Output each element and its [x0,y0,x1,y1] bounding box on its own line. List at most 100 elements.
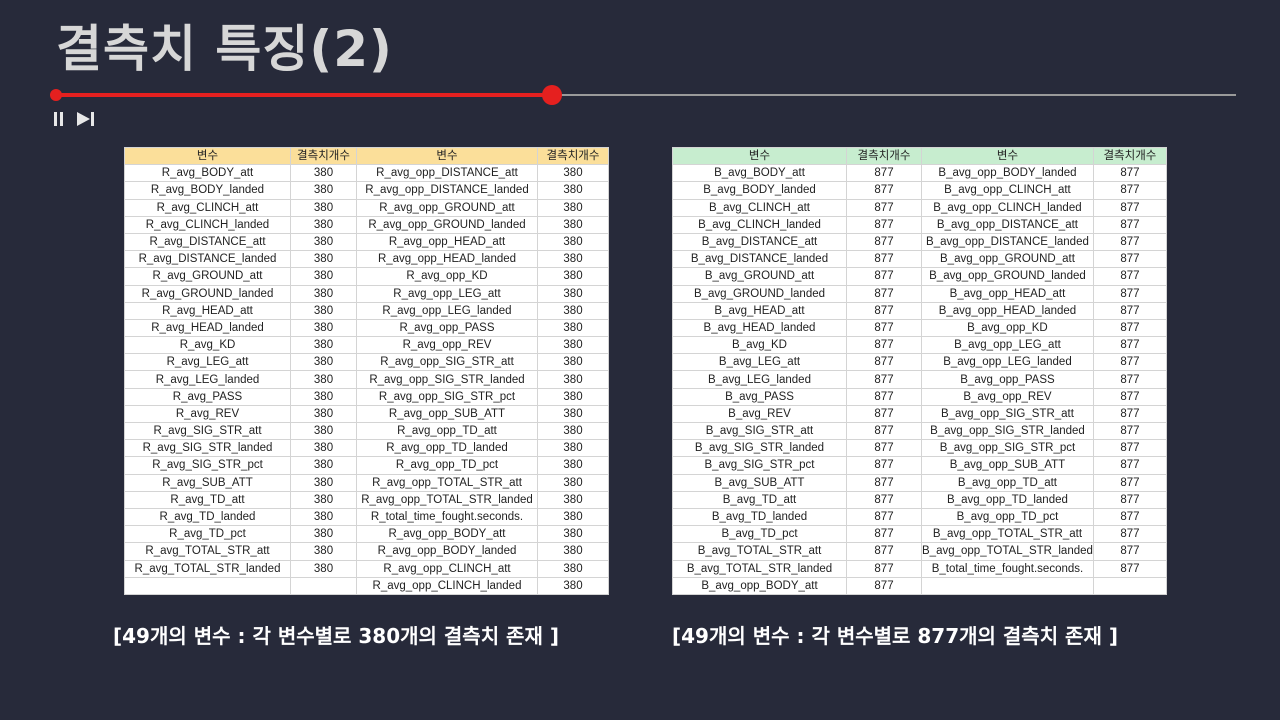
variable-name-cell: R_avg_CLINCH_att [124,198,291,217]
variable-name-cell: B_avg_opp_TOTAL_STR_att [921,525,1094,544]
variable-name-cell: R_avg_opp_REV [356,336,538,355]
table-row: R_avg_CLINCH_landed 380 R_avg_opp_GROUND_l… [124,215,609,234]
variable-name-cell: R_avg_TOTAL_STR_att [124,542,291,561]
missing-count-cell: 877 [846,525,922,544]
missing-count-cell: 877 [1092,387,1167,406]
variable-name-cell: R_avg_SIG_STR_pct [124,456,291,475]
missing-count-cell: 877 [1092,507,1167,527]
slide-title: 결측치 특징(2) [56,20,393,78]
missing-count-cell: 877 [1092,559,1167,578]
variable-name-cell: R_avg_TD_att [124,490,291,509]
variable-name-cell: B_avg_opp_BODY_att [672,576,847,595]
skip-next-icon[interactable] [76,110,98,128]
variable-name-cell: R_avg_TOTAL_STR_landed [124,559,291,578]
missing-count-cell: 380 [290,421,357,441]
variable-name-cell: B_avg_GROUND_landed [672,284,847,303]
table-row: R_avg_TD_landed 380 R_total_time_fought.se… [124,507,609,527]
missing-count-cell: 380 [537,542,609,561]
table-row: B_avg_LEG_att 877 B_avg_opp_LEG_landed 877 [672,353,1167,372]
variable-name-cell: B_avg_opp_KD [921,318,1094,338]
table-row: B_avg_DISTANCE_att 877 B_avg_opp_DISTANCE_… [672,232,1167,252]
table-row: R_avg_SIG_STR_att 380 R_avg_opp_TD_att 380 [124,421,609,441]
missing-count-cell: 877 [1092,353,1167,372]
missing-count-cell: 380 [290,336,357,355]
table-row: R_avg_HEAD_att 380 R_avg_opp_LEG_landed 380 [124,301,609,320]
missing-count-cell: 380 [537,473,609,492]
missing-count-cell: 877 [846,318,922,338]
table-row: B_avg_TD_att 877 B_avg_opp_TD_landed 877 [672,490,1167,509]
missing-count-cell: 380 [537,318,609,338]
table-row: B_avg_GROUND_landed 877 B_avg_opp_HEAD_att… [672,284,1167,303]
variable-name-cell: R_avg_LEG_att [124,353,291,372]
missing-count-cell: 877 [846,559,922,578]
missing-count-cell: 877 [846,301,922,320]
table-row: R_avg_PASS 380 R_avg_opp_SIG_STR_pct 380 [124,387,609,406]
missing-count-cell: 380 [537,336,609,355]
column-header: 변수 [921,146,1094,166]
variable-name-cell: B_avg_SIG_STR_pct [672,456,847,475]
table-row: B_avg_DISTANCE_landed 877 B_avg_opp_GROUND… [672,250,1167,269]
variable-name-cell: B_avg_BODY_att [672,164,847,183]
table-row: B_avg_PASS 877 B_avg_opp_REV 877 [672,387,1167,406]
column-header: 결측치개수 [846,146,922,166]
missing-count-cell: 380 [290,284,357,303]
missing-count-cell: 877 [1092,439,1167,458]
variable-name-cell: R_avg_opp_DISTANCE_att [356,164,538,183]
missing-count-cell: 877 [846,164,922,183]
table-row: R_avg_SIG_STR_pct 380 R_avg_opp_TD_pct 380 [124,456,609,475]
variable-name-cell: R_avg_DISTANCE_landed [124,250,291,269]
table-right-container: 변수 결측치개수 변수 결측치개수 B_avg_BODY_att 877 B_avg_op… [672,146,1167,595]
missing-count-cell: 380 [290,198,357,217]
variable-name-cell: R_avg_LEG_landed [124,370,291,389]
table-row: R_avg_REV 380 R_avg_opp_SUB_ATT 380 [124,404,609,424]
missing-count-cell: 380 [537,387,609,406]
variable-name-cell: R_avg_PASS [124,387,291,406]
missing-count-cell: 380 [537,404,609,424]
table-row: B_avg_BODY_landed 877 B_avg_opp_CLINCH_att… [672,181,1167,200]
missing-count-cell: 877 [1092,284,1167,303]
variable-name-cell: B_avg_TD_pct [672,525,847,544]
variable-name-cell: B_avg_opp_TD_landed [921,490,1094,509]
variable-name-cell: R_total_time_fought.seconds. [356,507,538,527]
variable-name-cell: R_avg_opp_PASS [356,318,538,338]
pause-icon[interactable] [52,110,64,128]
variable-name-cell: R_avg_opp_GROUND_landed [356,215,538,234]
variable-name-cell: B_avg_CLINCH_att [672,198,847,217]
variable-name-cell: R_avg_opp_LEG_landed [356,301,538,320]
variable-name-cell: B_avg_CLINCH_landed [672,215,847,234]
variable-name-cell: B_avg_opp_CLINCH_att [921,181,1094,200]
variable-name-cell: B_avg_opp_TOTAL_STR_landed [921,542,1094,561]
video-progress-bar[interactable] [50,85,1236,105]
variable-name-cell: R_avg_opp_KD [356,267,538,286]
variable-name-cell: R_avg_opp_CLINCH_landed [356,576,538,595]
variable-name-cell: R_avg_opp_TOTAL_STR_landed [356,490,538,509]
missing-count-cell: 877 [1092,404,1167,424]
variable-name-cell: B_avg_DISTANCE_landed [672,250,847,269]
variable-name-cell: R_avg_REV [124,404,291,424]
table-row: R_avg_TOTAL_STR_att 380 R_avg_opp_BODY_lan… [124,542,609,561]
missing-count-cell: 877 [846,250,922,269]
missing-count-cell: 380 [290,559,357,578]
variable-name-cell: R_avg_HEAD_landed [124,318,291,338]
missing-count-cell: 877 [846,267,922,286]
progress-scrubber-handle[interactable] [541,85,562,105]
variable-name-cell: B_avg_opp_LEG_landed [921,353,1094,372]
variable-name-cell: B_avg_opp_GROUND_att [921,250,1094,269]
missing-count-cell: 877 [846,284,922,303]
missing-count-cell: 877 [846,490,922,509]
missing-count-cell: 877 [846,336,922,355]
missing-count-cell: 877 [846,353,922,372]
variable-name-cell: B_avg_LEG_landed [672,370,847,389]
missing-count-cell: 380 [290,370,357,389]
variable-name-cell: B_total_time_fought.seconds. [921,559,1094,578]
variable-name-cell: R_avg_opp_BODY_att [356,525,538,544]
table-row: R_avg_SIG_STR_landed 380 R_avg_opp_TD_land… [124,439,609,458]
missing-count-cell: 877 [1092,370,1167,389]
missing-count-cell: 877 [846,232,922,252]
missing-count-cell: 380 [290,387,357,406]
variable-name-cell: B_avg_opp_TD_pct [921,507,1094,527]
variable-name-cell: R_avg_TD_landed [124,507,291,527]
variable-name-cell [124,576,291,595]
table-row: R_avg_LEG_landed 380 R_avg_opp_SIG_STR_lan… [124,370,609,389]
variable-name-cell: R_avg_opp_HEAD_landed [356,250,538,269]
